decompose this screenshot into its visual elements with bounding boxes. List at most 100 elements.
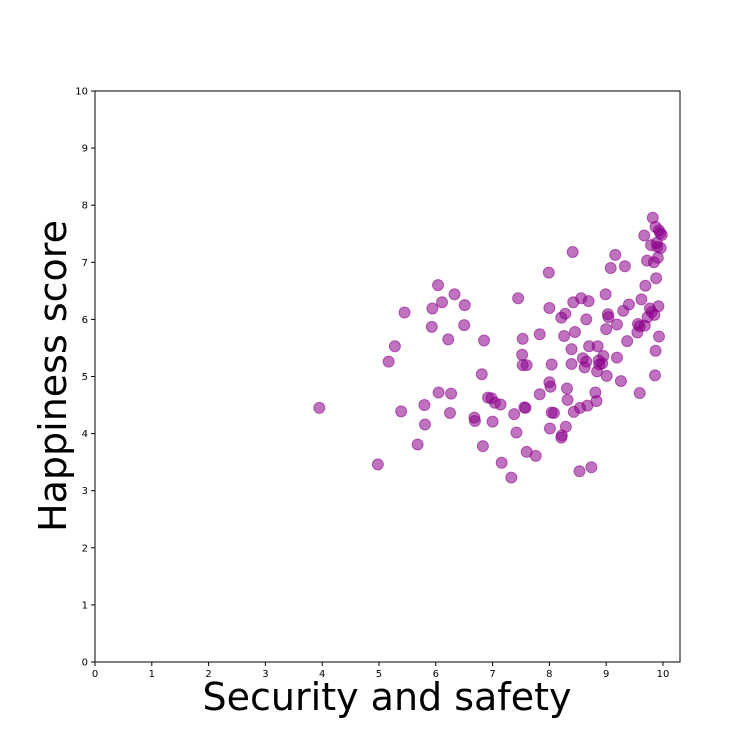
data-point [559,420,572,433]
data-point [604,262,617,275]
data-point [494,398,507,411]
data-point [614,375,627,388]
data-point [478,334,491,347]
data-point [566,246,579,259]
data-point [533,388,546,401]
x-tick-label: 2 [205,669,211,680]
data-point [635,293,648,306]
y-tick-label: 2 [82,543,88,554]
ticks-layer: 0 1 2 3 4 5 6 7 8 9 10 0 1 2 3 4 5 6 7 8 9 10 [75,87,669,681]
y-tick-label: 1 [82,600,88,611]
points-layer [313,211,668,484]
data-point [580,355,593,368]
data-point [395,405,408,418]
data-point [565,357,578,370]
x-tick-label: 7 [489,669,495,680]
data-point [602,311,615,324]
data-point [442,333,455,346]
data-point [580,313,593,326]
data-point [544,380,557,393]
x-tick-label: 8 [546,669,552,680]
y-tick-label: 10 [75,87,88,98]
data-point [468,415,481,428]
data-point [476,440,489,453]
data-point [418,399,431,412]
data-point [638,229,651,242]
data-point [559,307,572,320]
data-point [618,260,631,273]
data-point [649,344,662,357]
data-point [543,301,556,314]
data-point [600,369,613,382]
x-tick-label: 6 [433,669,439,680]
data-point [398,306,411,319]
y-tick-label: 8 [82,201,88,212]
data-point [458,319,471,332]
data-point [573,465,586,478]
data-point [445,387,458,400]
data-point [590,395,603,408]
data-point [652,300,665,313]
data-point [545,358,558,371]
data-point [609,248,622,261]
data-point [621,335,634,348]
data-point [599,288,612,301]
data-point [448,288,461,301]
data-point [558,329,571,342]
data-point [486,415,499,428]
data-point [382,355,395,368]
data-point [565,343,578,356]
data-point [591,340,604,353]
data-point [508,408,521,421]
data-point [597,349,610,362]
data-point [510,426,523,439]
data-point [371,458,384,471]
data-point [418,418,431,431]
data-point [585,461,598,474]
data-point [652,330,665,343]
y-tick-label: 4 [82,429,88,440]
x-tick-label: 1 [149,669,155,680]
plot-frame [94,90,681,663]
y-tick-label: 5 [82,372,88,383]
data-point [529,449,542,462]
data-point [425,320,438,333]
data-point [533,328,546,341]
data-point [622,298,635,311]
data-point [655,228,668,241]
data-point [512,292,525,305]
x-tick-label: 3 [262,669,268,680]
data-point [432,279,445,292]
x-tick-label: 5 [376,669,382,680]
data-point [505,471,518,484]
y-axis-title: Happiness score [31,220,75,532]
data-point [495,456,508,469]
data-point [388,340,401,353]
data-point [542,266,555,279]
x-axis-title: Security and safety [203,675,572,719]
y-tick-label: 6 [82,315,88,326]
data-point [639,279,652,292]
data-point [650,272,663,285]
data-point [432,386,445,399]
data-point [516,348,529,361]
y-tick-label: 9 [82,144,88,155]
x-tick-label: 9 [603,669,609,680]
data-point [568,325,581,338]
data-point [411,438,424,451]
data-point [458,299,471,312]
data-point [610,318,623,331]
data-point [582,295,595,308]
data-point [560,382,573,395]
data-point [520,359,533,372]
x-tick-label: 10 [657,669,670,680]
data-point [519,401,532,414]
data-point [600,323,613,336]
x-tick-label: 0 [92,669,98,680]
data-point [561,393,574,406]
data-point [313,401,326,414]
data-point [547,407,560,420]
y-tick-label: 3 [82,486,88,497]
data-point [475,368,488,381]
